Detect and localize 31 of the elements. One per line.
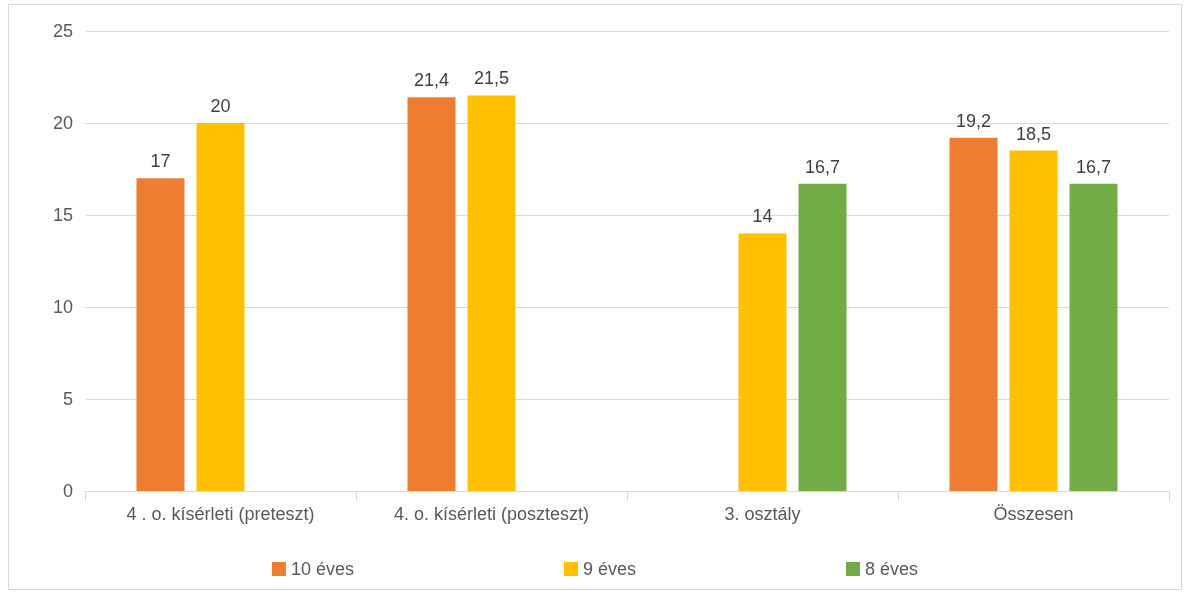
legend-label: 8 éves xyxy=(865,559,919,579)
y-tick-label: 5 xyxy=(62,389,73,409)
bar xyxy=(1009,150,1058,491)
bar xyxy=(467,95,516,491)
data-label: 16,7 xyxy=(804,156,841,177)
data-label: 21,5 xyxy=(473,68,510,89)
data-label: 19,2 xyxy=(955,110,992,131)
y-tick-label: 25 xyxy=(52,21,73,41)
y-tick-label: 15 xyxy=(52,205,73,225)
y-tick-label: 10 xyxy=(52,297,73,317)
bar xyxy=(196,123,245,491)
bar xyxy=(738,233,787,491)
data-label: 18,5 xyxy=(1015,123,1052,144)
x-tick-label: 4 . o. kísérleti (preteszt) xyxy=(126,504,315,524)
legend-label: 9 éves xyxy=(582,559,637,579)
data-label: 20 xyxy=(210,96,231,116)
y-tick-label: 20 xyxy=(52,113,73,133)
x-tick-label: 3. osztály xyxy=(724,504,801,524)
x-tick-label: Összesen xyxy=(993,504,1074,524)
bar xyxy=(798,183,847,491)
bar xyxy=(136,178,185,491)
data-label: 21,4 xyxy=(413,70,450,91)
x-tick-label: 4. o. kísérleti (poszteszt) xyxy=(393,504,590,524)
data-label: 16,7 xyxy=(1075,156,1112,177)
bar xyxy=(407,97,456,491)
data-label: 17 xyxy=(150,151,171,172)
legend-label: 10 éves xyxy=(290,559,354,579)
bar xyxy=(949,137,998,491)
y-tick-label: 0 xyxy=(62,481,73,501)
data-label: 14 xyxy=(752,206,773,227)
bar xyxy=(1069,183,1118,491)
